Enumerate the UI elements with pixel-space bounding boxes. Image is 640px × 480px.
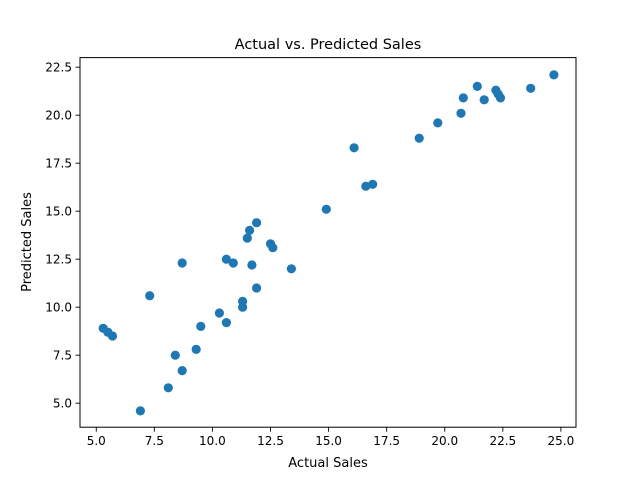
data-point	[196, 321, 206, 331]
data-point	[245, 225, 255, 235]
data-point	[549, 70, 559, 80]
x-tick-label: 22.5	[489, 434, 516, 448]
x-tick-label: 5.0	[87, 434, 106, 448]
y-tick-label: 5.0	[53, 397, 72, 411]
data-point	[135, 406, 145, 416]
data-point	[349, 143, 359, 153]
data-point	[321, 204, 331, 214]
data-point	[177, 258, 187, 268]
data-point	[191, 344, 201, 354]
x-tick-label: 17.5	[373, 434, 400, 448]
data-points	[98, 70, 559, 416]
y-axis: 5.0 7.5 10.0 12.5 15.0 17.5 20.0 22.5	[45, 61, 80, 411]
data-point	[252, 283, 262, 293]
data-point	[433, 118, 443, 128]
data-point	[479, 95, 489, 105]
data-point	[526, 83, 536, 93]
y-axis-label: Predicted Sales	[20, 192, 35, 292]
data-point	[221, 254, 231, 264]
y-tick-label: 17.5	[45, 157, 72, 171]
data-point	[214, 308, 224, 318]
data-point	[242, 233, 252, 243]
data-point	[247, 260, 257, 270]
data-point	[252, 218, 262, 228]
data-point	[472, 81, 482, 91]
x-tick-label: 12.5	[257, 434, 284, 448]
data-point	[456, 108, 466, 118]
data-point	[238, 302, 248, 312]
data-point	[361, 181, 371, 191]
data-point	[170, 350, 180, 360]
data-point	[177, 366, 187, 376]
x-tick-label: 7.5	[145, 434, 164, 448]
y-tick-label: 15.0	[45, 205, 72, 219]
x-tick-label: 20.0	[431, 434, 458, 448]
x-tick-label: 25.0	[548, 434, 575, 448]
data-point	[268, 243, 278, 253]
plot-area-frame	[79, 57, 577, 428]
data-point	[458, 93, 468, 103]
y-tick-label: 12.5	[45, 253, 72, 267]
x-tick-label: 15.0	[315, 434, 342, 448]
data-point	[414, 133, 424, 143]
x-axis: 5.0 7.5 10.0 12.5 15.0 17.5 20.0 22.5 25.0	[87, 427, 575, 448]
y-tick-label: 10.0	[45, 301, 72, 315]
x-axis-label: Actual Sales	[288, 456, 368, 471]
data-point	[145, 291, 155, 301]
data-point	[228, 258, 238, 268]
y-tick-label: 20.0	[45, 109, 72, 123]
data-point	[107, 331, 118, 341]
data-point	[163, 383, 173, 393]
chart-title: Actual vs. Predicted Sales	[235, 37, 422, 53]
x-tick-label: 10.0	[199, 434, 226, 448]
y-tick-label: 7.5	[53, 349, 72, 363]
data-point	[368, 179, 378, 189]
data-point	[286, 264, 296, 274]
y-tick-label: 22.5	[45, 61, 72, 75]
data-point	[221, 318, 231, 328]
data-point	[495, 93, 506, 103]
